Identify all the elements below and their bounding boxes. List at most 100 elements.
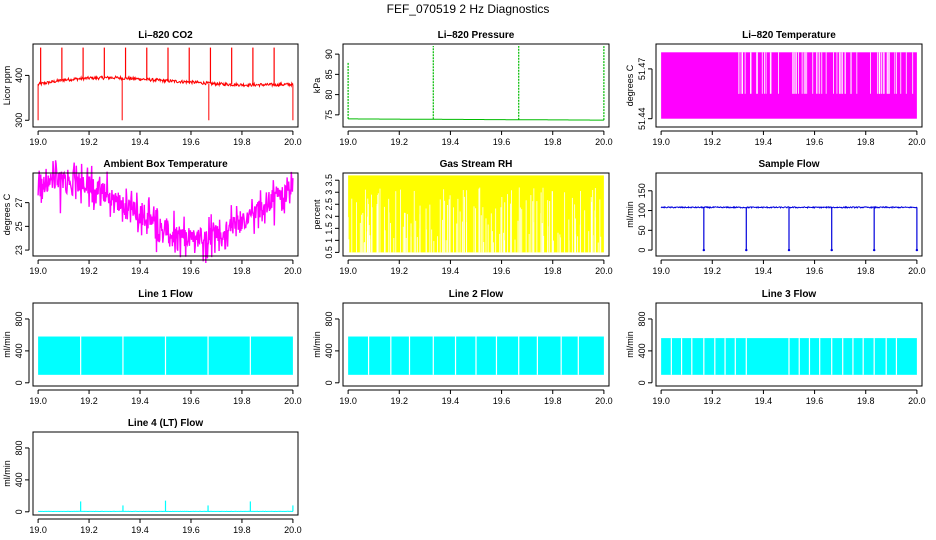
plot-frame xyxy=(32,302,299,387)
y-tick-label: 51.47 xyxy=(637,58,647,81)
data-drop-point xyxy=(872,248,876,252)
chart-title: Line 3 Flow xyxy=(762,289,817,300)
data-series xyxy=(660,205,919,252)
x-tick-label: 20.0 xyxy=(908,396,926,406)
y-tick-label: 400 xyxy=(14,343,24,358)
x-tick-label: 19.8 xyxy=(857,266,875,276)
chart-title: Sample Flow xyxy=(758,159,819,170)
y-tick-label: 0 xyxy=(14,509,24,514)
x-tick-label: 20.0 xyxy=(908,266,926,276)
x-axis: 19.0 19.2 19.4 19.6 19.8 20.0 xyxy=(29,130,302,147)
plot-frame xyxy=(342,172,610,257)
x-tick-label: 19.8 xyxy=(857,137,875,147)
y-axis-label: ml/min xyxy=(2,331,12,358)
y-axis-label: percent xyxy=(312,199,322,230)
x-tick-label: 19.2 xyxy=(704,396,722,406)
data-series xyxy=(348,336,604,375)
x-axis: 19.0 19.2 19.4 19.6 19.8 20.0 xyxy=(652,389,926,406)
x-tick-label: 19.6 xyxy=(806,137,824,147)
x-tick-label: 20.0 xyxy=(595,266,613,276)
y-tick-label: 0 xyxy=(14,380,24,385)
x-tick-label: 20.0 xyxy=(284,396,302,406)
chart-line4: Line 4 (LT) Flow 19.0 19.2 19.4 19.6 19.8 20.0… xyxy=(2,418,302,535)
y-axis-label: degrees C xyxy=(2,193,12,235)
y-tick-label: 800 xyxy=(14,440,24,455)
x-tick-label: 20.0 xyxy=(595,137,613,147)
y-axis-label: degrees C xyxy=(625,64,635,106)
y-tick-label: 400 xyxy=(14,68,24,83)
x-tick-label: 19.6 xyxy=(806,266,824,276)
data-drop-point xyxy=(915,248,919,252)
x-tick-label: 19.8 xyxy=(544,266,562,276)
x-tick-label: 19.0 xyxy=(339,266,357,276)
x-tick-label: 19.8 xyxy=(857,396,875,406)
plot-frame xyxy=(32,431,299,516)
plot-frame xyxy=(655,43,923,128)
chart-sample: Sample Flow 19.0 19.2 19.4 19.6 19.8 20.0 0 50 10… xyxy=(625,159,926,276)
chart-line2: Line 2 Flow 19.0 19.2 19.4 19.6 19.8 20.0 0 400 8… xyxy=(312,289,613,406)
data-series xyxy=(38,500,294,513)
y-axis-label: Licor ppm xyxy=(2,66,12,106)
chart-line1: Line 1 Flow 19.0 19.2 19.4 19.6 19.8 20.0 0 400 8… xyxy=(2,289,302,406)
y-axis-label: ml/min xyxy=(625,331,635,358)
y-tick-label: 0 xyxy=(324,380,334,385)
data-band xyxy=(348,175,604,253)
chart-pressure: Li–820 Pressure 19.0 19.2 19.4 19.6 19.8 20.0 7… xyxy=(312,30,613,147)
x-tick-label: 19.4 xyxy=(442,396,460,406)
data-series xyxy=(347,46,605,121)
x-tick-label: 19.0 xyxy=(29,266,47,276)
chart-title: Line 4 (LT) Flow xyxy=(128,418,204,429)
y-tick-label: 300 xyxy=(14,113,24,128)
y-tick-label: 150 xyxy=(637,183,647,198)
chart-title: Line 2 Flow xyxy=(449,289,504,300)
data-line xyxy=(37,74,294,88)
chart-title: Ambient Box Temperature xyxy=(103,159,228,170)
x-axis: 19.0 19.2 19.4 19.6 19.8 20.0 xyxy=(339,130,613,147)
y-tick-label: 2.5 xyxy=(324,198,334,211)
x-axis: 19.0 19.2 19.4 19.6 19.8 20.0 xyxy=(29,259,302,276)
y-tick-label: 800 xyxy=(14,311,24,326)
x-tick-label: 19.0 xyxy=(29,396,47,406)
y-tick-label: 800 xyxy=(637,311,647,326)
x-tick-label: 19.0 xyxy=(652,137,670,147)
y-tick-label: 800 xyxy=(324,311,334,326)
x-tick-label: 19.2 xyxy=(704,137,722,147)
chart-title: Li–820 Temperature xyxy=(742,30,836,41)
plot-frame xyxy=(32,172,299,257)
y-tick-label: 50 xyxy=(637,225,647,235)
x-tick-label: 20.0 xyxy=(284,525,302,535)
chart-title: Gas Stream RH xyxy=(440,159,513,170)
data-line xyxy=(37,160,294,264)
x-tick-label: 19.6 xyxy=(806,396,824,406)
x-tick-label: 19.4 xyxy=(131,396,149,406)
x-axis: 19.0 19.2 19.4 19.6 19.8 20.0 xyxy=(339,259,613,276)
data-line xyxy=(348,118,604,121)
y-tick-label: 0 xyxy=(637,248,647,253)
x-tick-label: 19.4 xyxy=(442,266,460,276)
y-axis-label: kPa xyxy=(312,78,322,94)
x-tick-label: 19.2 xyxy=(80,525,98,535)
y-axis-label: ml/min xyxy=(2,460,12,487)
chart-rh: Gas Stream RH 19.0 19.2 19.4 19.6 19.8 20.0 0.5… xyxy=(312,159,613,276)
plot-frame xyxy=(342,43,610,128)
data-series xyxy=(347,175,604,253)
y-tick-label: 1 xyxy=(324,238,334,243)
x-tick-label: 19.6 xyxy=(182,525,200,535)
x-tick-label: 19.0 xyxy=(339,396,357,406)
plot-frame xyxy=(32,43,299,128)
plot-frame xyxy=(342,302,610,387)
y-axis: 75 80 85 90 kPa xyxy=(312,49,340,120)
plot-frame xyxy=(655,172,923,257)
x-tick-label: 20.0 xyxy=(595,396,613,406)
y-tick-label: 400 xyxy=(324,343,334,358)
x-axis: 19.0 19.2 19.4 19.6 19.8 20.0 xyxy=(29,389,302,406)
x-tick-label: 19.4 xyxy=(755,266,773,276)
data-series xyxy=(37,160,294,264)
x-tick-label: 19.2 xyxy=(704,266,722,276)
chart-line3: Line 3 Flow 19.0 19.2 19.4 19.6 19.8 20.0 0 400 8… xyxy=(625,289,926,406)
x-tick-label: 19.4 xyxy=(131,137,149,147)
